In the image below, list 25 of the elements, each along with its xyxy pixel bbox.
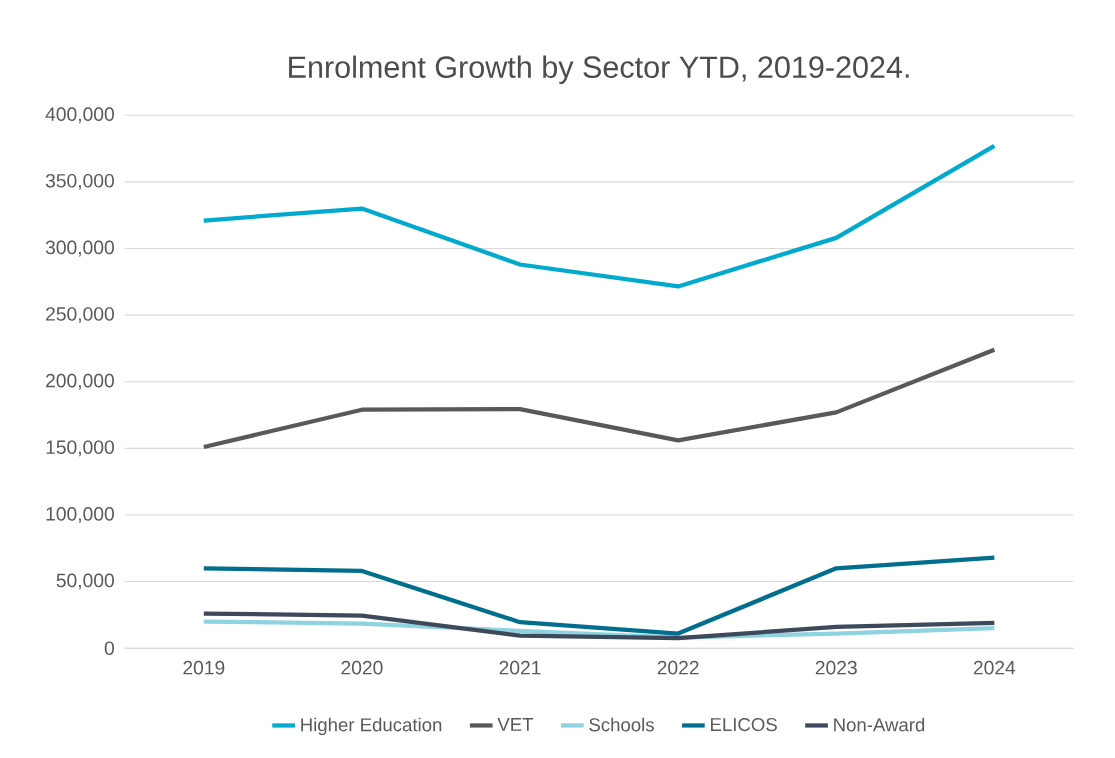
y-tick-label: 400,000: [45, 107, 114, 124]
line-series: [201, 347, 997, 450]
legend-label: VET: [497, 718, 534, 731]
chart-title: Enrolment Growth by Sector YTD, 2019-2024.: [289, 55, 909, 85]
x-tick-label: 2021: [499, 660, 541, 675]
line-series: [201, 143, 997, 289]
x-tick-label: 2024: [973, 660, 1016, 675]
y-tick-label: 200,000: [46, 373, 114, 390]
x-tick-label: 2023: [815, 660, 857, 675]
y-tick-label: 350,000: [45, 174, 114, 190]
legend-label: ELICOS: [711, 718, 777, 732]
x-tick-label: 2022: [657, 660, 699, 675]
y-tick-label: 0: [104, 641, 114, 656]
y-tick-label: 100,000: [46, 507, 114, 524]
legend-label: Non-Award: [834, 717, 925, 732]
y-tick-label: 150,000: [46, 440, 114, 457]
x-tick-label: 2019: [183, 660, 225, 675]
line-series: [201, 611, 997, 641]
line-series: [201, 555, 997, 636]
legend-label: Schools: [589, 717, 654, 732]
x-tick-label: 2020: [341, 660, 383, 675]
y-tick-label: 250,000: [46, 307, 114, 324]
y-tick-label: 50,000: [56, 573, 114, 590]
legend-label: Higher Education: [301, 717, 442, 736]
y-tick-label: 300,000: [45, 240, 114, 257]
